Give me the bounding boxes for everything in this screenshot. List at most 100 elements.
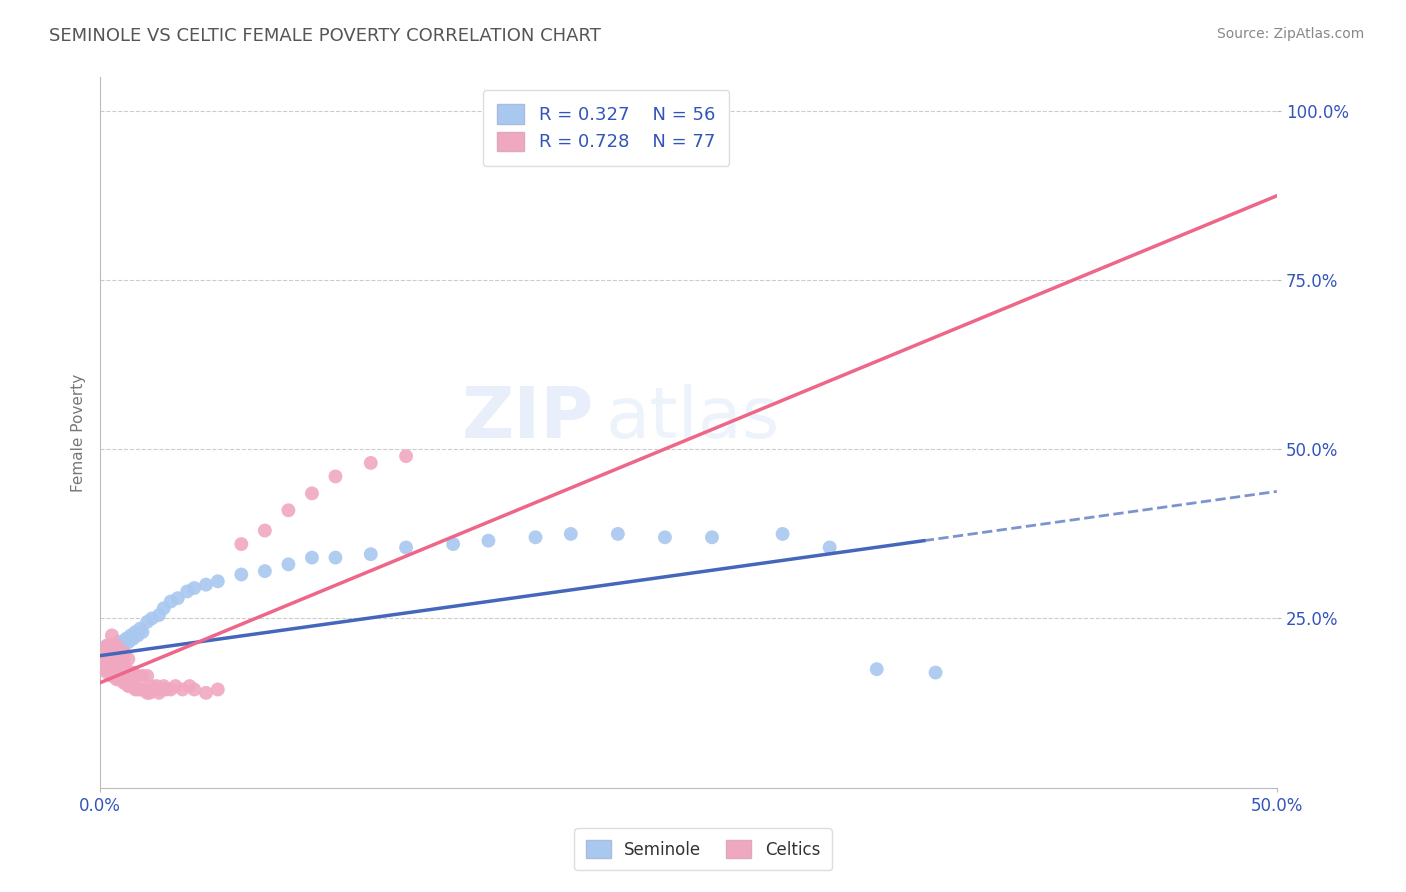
Point	[131, 682, 153, 697]
Point	[131, 625, 153, 640]
Point	[108, 648, 131, 663]
Point	[110, 673, 132, 687]
Point	[195, 686, 218, 700]
Point	[101, 669, 124, 683]
Point	[101, 639, 124, 653]
Point	[105, 662, 128, 676]
Point	[117, 635, 139, 649]
Point	[395, 541, 418, 555]
Point	[112, 635, 135, 649]
Point	[148, 608, 170, 623]
Point	[101, 648, 124, 663]
Point	[112, 675, 135, 690]
Point	[112, 645, 135, 659]
Point	[94, 645, 117, 659]
Point	[96, 639, 118, 653]
Text: ZIP: ZIP	[463, 384, 595, 453]
Point	[560, 527, 582, 541]
Point	[325, 469, 347, 483]
Point	[176, 584, 198, 599]
Point	[101, 652, 124, 666]
Point	[98, 656, 121, 670]
Point	[152, 679, 174, 693]
Point	[105, 639, 128, 653]
Point	[441, 537, 464, 551]
Point	[103, 639, 125, 653]
Point	[654, 530, 676, 544]
Legend: Seminole, Celtics: Seminole, Celtics	[574, 829, 832, 871]
Point	[136, 686, 159, 700]
Point	[120, 679, 142, 693]
Point	[117, 652, 139, 666]
Text: Source: ZipAtlas.com: Source: ZipAtlas.com	[1216, 27, 1364, 41]
Point	[131, 669, 153, 683]
Point	[360, 456, 382, 470]
Point	[148, 686, 170, 700]
Point	[253, 564, 276, 578]
Point	[105, 673, 128, 687]
Point	[134, 682, 156, 697]
Point	[112, 645, 135, 659]
Point	[91, 658, 114, 673]
Point	[108, 645, 131, 659]
Point	[159, 594, 181, 608]
Point	[120, 665, 142, 680]
Point	[115, 675, 138, 690]
Point	[477, 533, 499, 548]
Point	[98, 639, 121, 653]
Point	[105, 648, 128, 663]
Point	[110, 648, 132, 663]
Point	[143, 682, 166, 697]
Point	[122, 665, 145, 680]
Point	[277, 558, 299, 572]
Point	[110, 662, 132, 676]
Point	[127, 628, 149, 642]
Point	[172, 682, 194, 697]
Point	[124, 682, 146, 697]
Point	[360, 547, 382, 561]
Point	[253, 524, 276, 538]
Point	[103, 639, 125, 653]
Point	[115, 632, 138, 646]
Point	[103, 669, 125, 683]
Point	[117, 665, 139, 680]
Point	[91, 648, 114, 663]
Point	[122, 679, 145, 693]
Point	[94, 645, 117, 659]
Point	[183, 682, 205, 697]
Point	[155, 682, 177, 697]
Point	[772, 527, 794, 541]
Legend: R = 0.327    N = 56, R = 0.728    N = 77: R = 0.327 N = 56, R = 0.728 N = 77	[482, 90, 730, 166]
Point	[395, 449, 418, 463]
Point	[127, 669, 149, 683]
Point	[301, 486, 323, 500]
Point	[94, 652, 117, 666]
Point	[101, 641, 124, 656]
Point	[866, 662, 889, 676]
Y-axis label: Female Poverty: Female Poverty	[72, 374, 86, 491]
Point	[136, 615, 159, 629]
Point	[136, 669, 159, 683]
Point	[108, 662, 131, 676]
Point	[152, 601, 174, 615]
Point	[117, 679, 139, 693]
Point	[103, 658, 125, 673]
Point	[98, 648, 121, 663]
Point	[301, 550, 323, 565]
Text: SEMINOLE VS CELTIC FEMALE POVERTY CORRELATION CHART: SEMINOLE VS CELTIC FEMALE POVERTY CORREL…	[49, 27, 602, 45]
Point	[96, 648, 118, 663]
Point	[105, 639, 128, 653]
Point	[231, 567, 253, 582]
Point	[96, 665, 118, 680]
Point	[277, 503, 299, 517]
Point	[129, 682, 152, 697]
Point	[141, 679, 163, 693]
Point	[166, 591, 188, 606]
Text: atlas: atlas	[606, 384, 780, 453]
Point	[96, 645, 118, 659]
Point	[159, 682, 181, 697]
Point	[101, 658, 124, 673]
Point	[124, 625, 146, 640]
Point	[207, 682, 229, 697]
Point	[91, 648, 114, 663]
